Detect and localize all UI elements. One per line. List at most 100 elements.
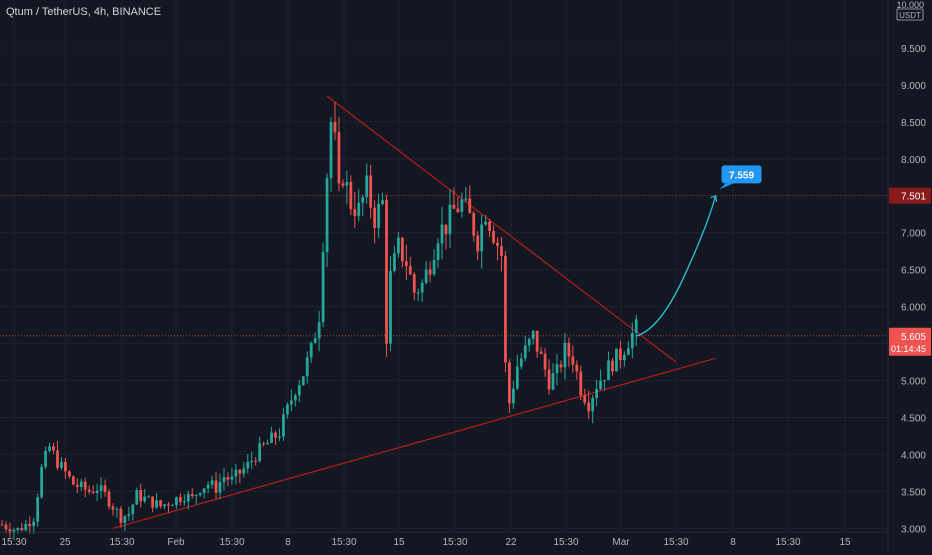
y-tick-label: 5.000: [901, 377, 926, 388]
candle-body: [468, 198, 472, 214]
candle-body: [551, 373, 555, 390]
candle-body: [238, 469, 242, 474]
candle-body: [559, 364, 563, 368]
candle-body: [175, 497, 178, 506]
x-tick-label: 8: [730, 537, 736, 548]
candle-body: [190, 493, 194, 497]
candle-body: [266, 442, 269, 445]
trendlines: [112, 95, 716, 529]
target-callout-pointer: [719, 183, 734, 190]
candle-body: [381, 200, 384, 204]
candle-body: [337, 132, 341, 184]
candle-body: [139, 489, 143, 502]
candle-body: [389, 271, 392, 344]
candle-body: [250, 460, 254, 462]
candle-body: [16, 528, 20, 531]
candle-body: [603, 380, 606, 382]
candles: [0, 101, 638, 540]
x-tick-label: 15:30: [663, 537, 688, 548]
x-tick-label: 25: [59, 537, 71, 548]
candle-body: [472, 213, 476, 236]
candle-body: [349, 182, 353, 210]
candle-body: [87, 489, 91, 492]
candle-body: [365, 175, 369, 198]
candle-body: [262, 443, 266, 445]
candle-body: [543, 353, 547, 370]
candle-body: [194, 495, 198, 497]
candle-body: [357, 202, 361, 217]
candle-body: [539, 351, 543, 354]
y-tick-label: 6.500: [901, 266, 926, 277]
candle-body: [480, 224, 484, 252]
candle-body: [329, 122, 333, 179]
candle-body: [393, 253, 396, 272]
candle-body: [123, 516, 127, 523]
candle-body: [619, 348, 622, 361]
candle-body: [579, 371, 583, 396]
current-price-tag-countdown: 01:14:45: [891, 344, 926, 354]
candle-body: [293, 395, 297, 401]
x-tick-label: 15: [839, 537, 851, 548]
candle-body: [301, 376, 305, 386]
candle-body: [282, 414, 285, 437]
candle-body: [464, 198, 468, 200]
resistance-tag-bg: [889, 187, 931, 204]
resistance-tag-label: 7.501: [901, 192, 926, 203]
chart-title: Qtum / TetherUS, 4h, BINANCE: [6, 6, 162, 18]
candle-body: [206, 484, 210, 489]
candle-body: [182, 501, 186, 503]
current-price-tag-bg: [889, 327, 931, 356]
candle-body: [178, 497, 182, 502]
candle-body: [444, 224, 448, 235]
x-tick-label: 15: [393, 537, 405, 548]
candle-body: [527, 338, 531, 346]
candle-body: [8, 529, 12, 533]
candle-body: [48, 446, 51, 452]
x-tick-label: Mar: [612, 537, 630, 548]
candle-body: [492, 231, 495, 243]
candle-body: [575, 364, 579, 372]
candle-body: [361, 197, 365, 203]
candle-body: [95, 490, 99, 493]
candle-body: [424, 269, 428, 283]
candle-body: [218, 482, 222, 493]
candle-body: [127, 514, 131, 517]
candle-body: [448, 204, 452, 235]
candle-body: [397, 237, 400, 254]
candle-body: [452, 204, 456, 209]
candle-body: [500, 246, 503, 256]
candle-body: [67, 471, 71, 477]
price-levels: [0, 195, 888, 337]
candle-body: [210, 480, 214, 485]
candle-body: [167, 504, 170, 506]
candle-body: [523, 345, 527, 359]
candle-body: [286, 404, 289, 415]
y-tick-label: 9.500: [901, 44, 926, 55]
candle-body: [159, 500, 162, 507]
x-tick-label: 15:30: [109, 537, 134, 548]
candle-body: [230, 476, 234, 480]
candle-body: [420, 282, 424, 293]
y-tick-label: 3.500: [901, 487, 926, 498]
candle-body: [555, 364, 559, 374]
projection-curve: [636, 195, 717, 337]
current-price-tag-label: 5.605: [901, 332, 926, 343]
y-tick-label: 4.000: [901, 450, 926, 461]
candle-body: [24, 523, 28, 531]
candle-body: [345, 182, 349, 186]
candle-body: [416, 292, 420, 294]
candle-body: [75, 484, 79, 487]
candle-body: [563, 342, 567, 368]
candle-body: [385, 200, 388, 344]
x-tick-label: 15:30: [553, 537, 578, 548]
candle-body: [369, 175, 373, 208]
candle-body: [135, 489, 139, 505]
candle-body: [222, 477, 226, 483]
candle-body: [599, 380, 602, 389]
y-tick-label: 8.500: [901, 118, 926, 129]
y-tick-label: 4.500: [901, 413, 926, 424]
candle-body: [64, 461, 67, 472]
